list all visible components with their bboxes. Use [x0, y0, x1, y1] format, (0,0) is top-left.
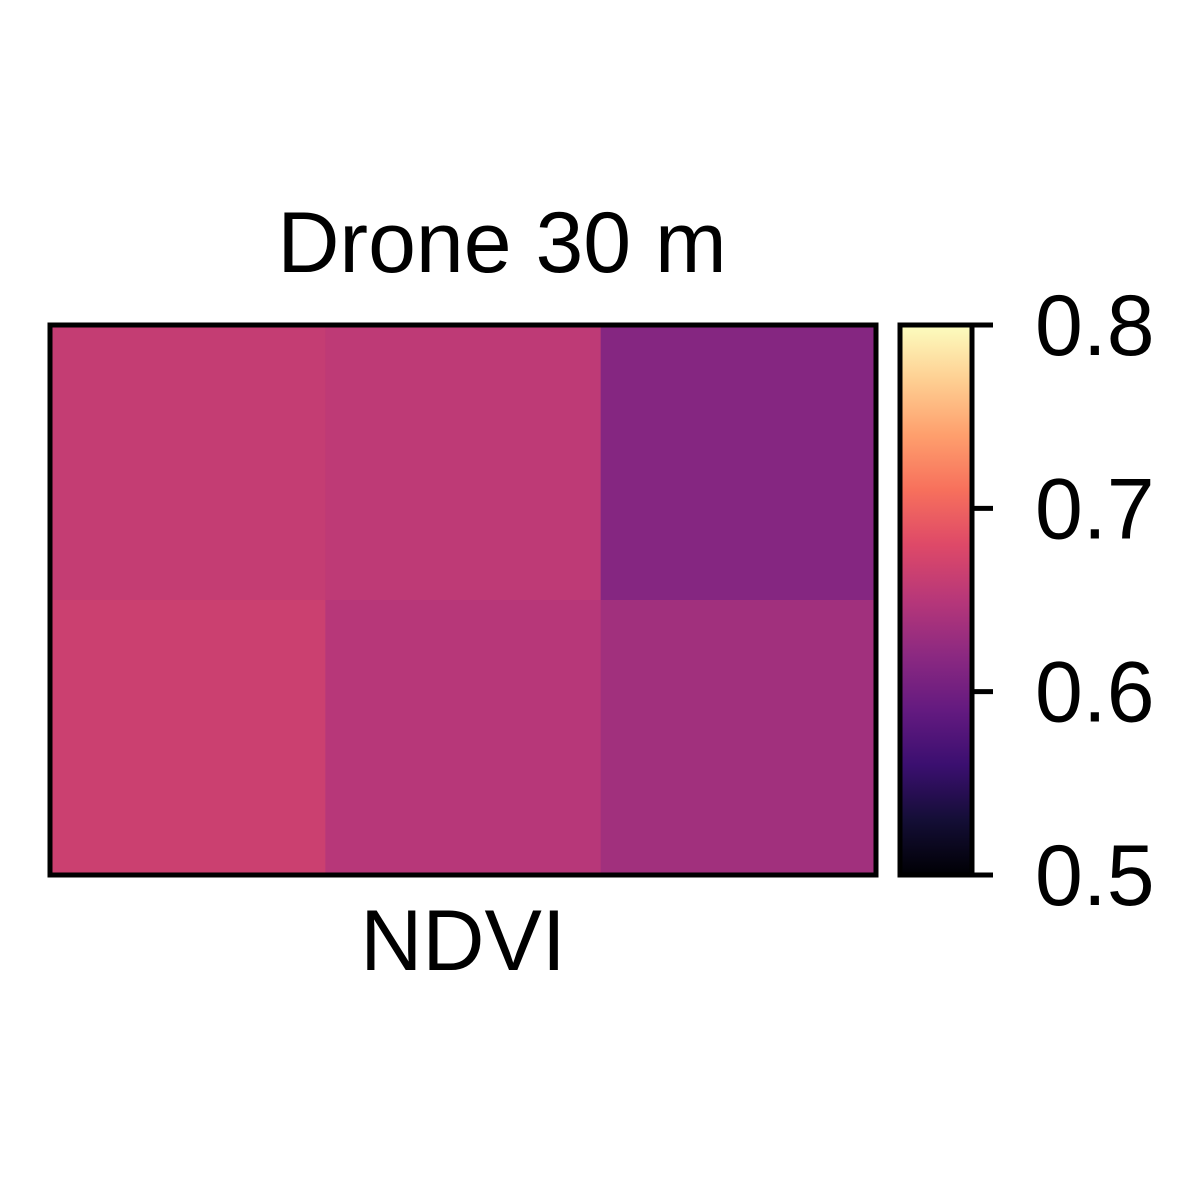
colorbar-ticks: 0.8 0.7 0.6 0.5 — [972, 278, 1155, 924]
colorbar-tick-label: 0.8 — [1035, 278, 1155, 374]
colorbar-tick-label: 0.5 — [1035, 828, 1155, 924]
heatmap-cell-r1-c0 — [50, 600, 326, 876]
heatmap-cell-r0-c2 — [600, 325, 877, 601]
heatmap-cell-r0-c0 — [50, 325, 326, 601]
heatmap-cell-r1-c2 — [600, 600, 877, 876]
colorbar-legend: 0.8 0.7 0.6 0.5 — [897, 278, 1155, 924]
plot-frame — [47, 322, 879, 878]
colorbar-tick-label: 0.7 — [1035, 461, 1155, 557]
heatmap-cells — [50, 325, 877, 876]
heatmap-cell-r0-c1 — [325, 325, 602, 601]
colorbar-gradient — [900, 325, 972, 875]
heatmap-cell-r1-c1 — [325, 600, 602, 876]
colorbar-tick-label: 0.6 — [1035, 645, 1155, 741]
x-axis-label: NDVI — [360, 893, 565, 989]
chart-title: Drone 30 m — [277, 195, 726, 291]
colorbar-frame — [897, 322, 975, 878]
